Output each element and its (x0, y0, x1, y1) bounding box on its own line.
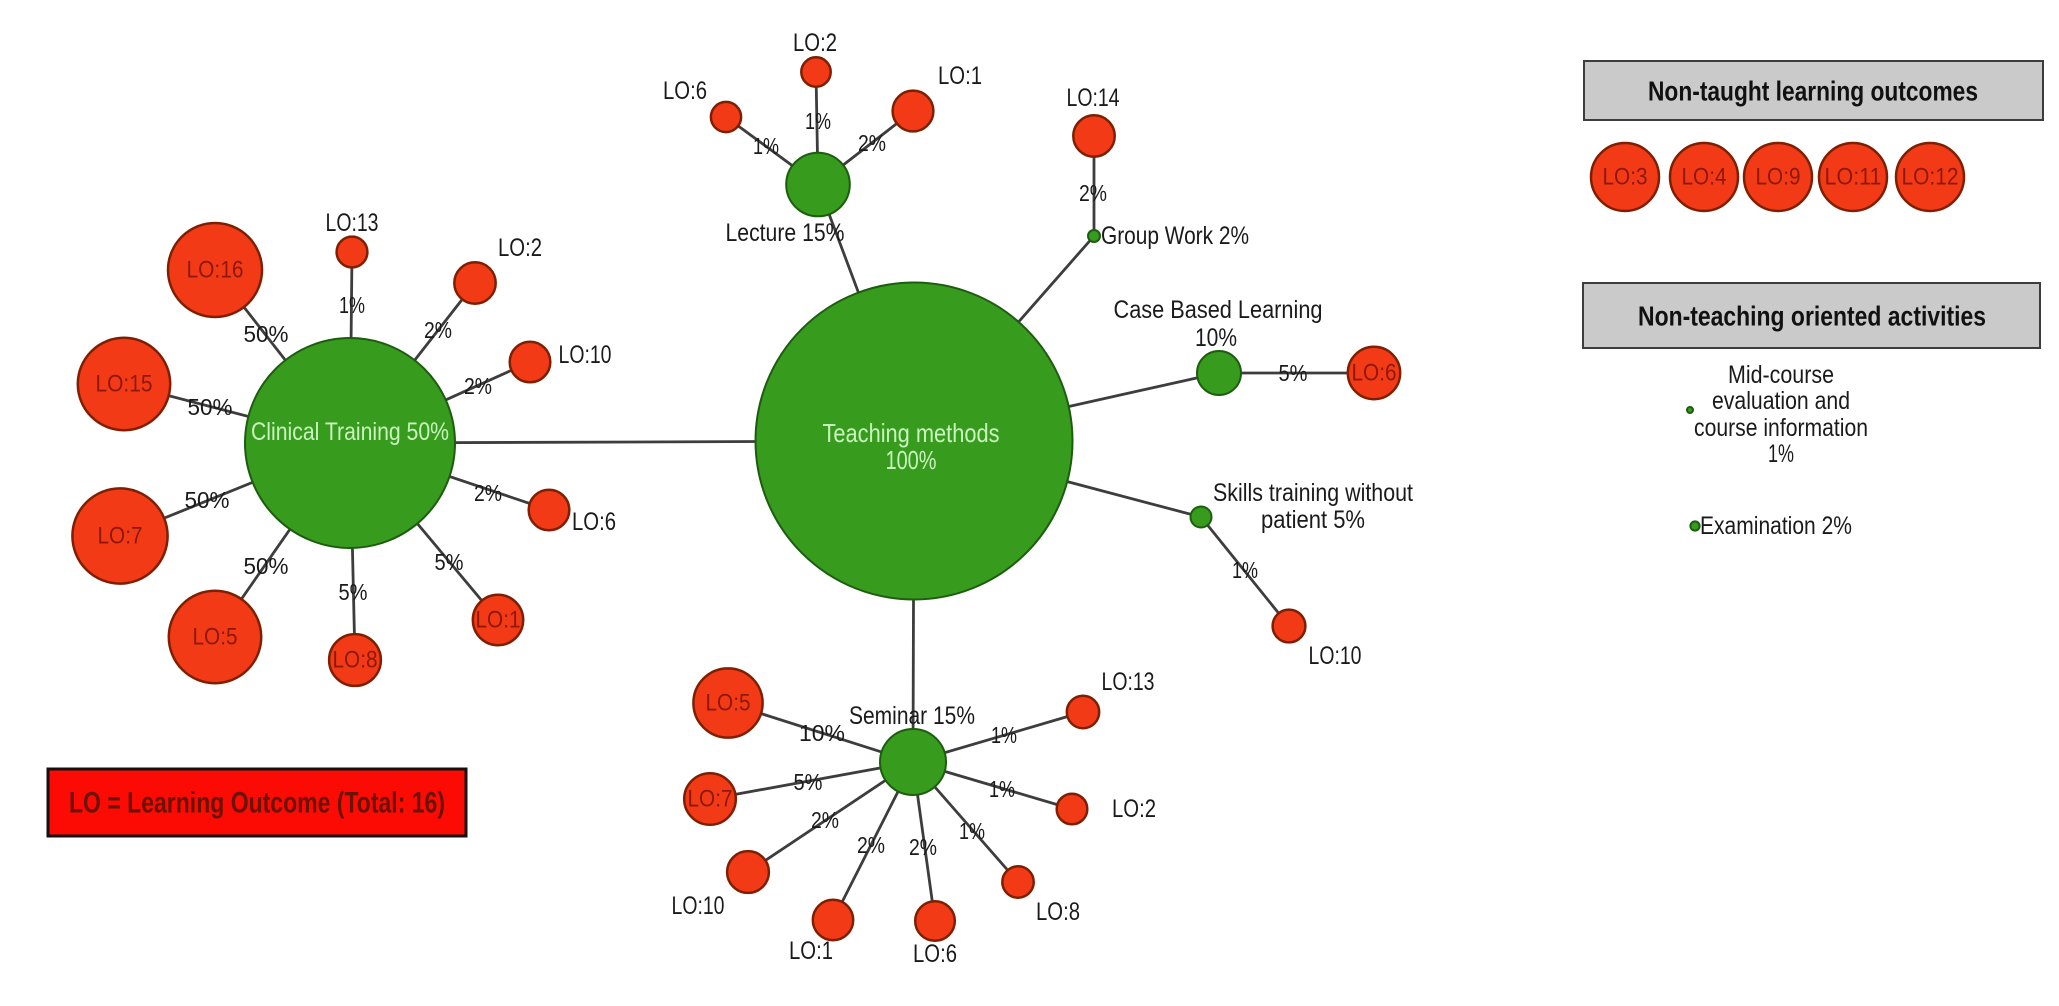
svg-text:LO:7: LO:7 (688, 786, 733, 813)
svg-text:5%: 5% (794, 769, 823, 795)
svg-text:LO:6: LO:6 (572, 508, 616, 536)
svg-text:LO:2: LO:2 (1112, 795, 1156, 823)
svg-text:LO:2: LO:2 (498, 234, 542, 262)
svg-text:LO:13: LO:13 (326, 209, 379, 237)
svg-text:LO:10: LO:10 (1309, 642, 1362, 670)
svg-text:5%: 5% (435, 549, 464, 575)
svg-text:LO:4: LO:4 (1682, 164, 1727, 191)
svg-text:100%: 100% (886, 445, 937, 475)
svg-text:LO:1: LO:1 (938, 62, 982, 90)
svg-text:2%: 2% (1079, 180, 1107, 206)
svg-text:Seminar 15%: Seminar 15% (849, 702, 975, 730)
svg-text:1%: 1% (959, 818, 985, 844)
svg-text:50%: 50% (185, 487, 230, 513)
svg-text:1%: 1% (1768, 440, 1794, 468)
svg-text:Skills training without: Skills training without (1213, 479, 1413, 507)
svg-text:10%: 10% (1195, 324, 1237, 352)
svg-text:Examination 2%: Examination 2% (1700, 512, 1852, 540)
svg-text:5%: 5% (1279, 360, 1308, 386)
svg-text:LO:1: LO:1 (789, 937, 833, 965)
svg-text:course information: course information (1694, 414, 1868, 442)
svg-text:Group Work 2%: Group Work 2% (1101, 222, 1249, 250)
svg-text:2%: 2% (811, 807, 839, 833)
svg-text:LO:14: LO:14 (1067, 84, 1120, 112)
svg-text:LO:3: LO:3 (1603, 164, 1648, 191)
svg-text:2%: 2% (858, 130, 886, 156)
svg-text:LO:6: LO:6 (1352, 360, 1397, 387)
svg-text:LO:13: LO:13 (1102, 668, 1155, 696)
svg-text:LO:9: LO:9 (1756, 164, 1801, 191)
svg-text:patient 5%: patient 5% (1261, 506, 1365, 534)
svg-text:Lecture 15%: Lecture 15% (726, 219, 845, 247)
svg-text:1%: 1% (753, 133, 779, 159)
svg-text:Non-taught learning outcomes: Non-taught learning outcomes (1648, 76, 1978, 107)
svg-text:1%: 1% (989, 776, 1015, 802)
svg-text:Non-teaching oriented activiti: Non-teaching oriented activities (1638, 301, 1986, 332)
svg-text:Teaching methods: Teaching methods (823, 418, 1000, 448)
svg-text:LO:8: LO:8 (333, 647, 378, 674)
svg-text:1%: 1% (991, 722, 1017, 748)
svg-text:2%: 2% (464, 373, 492, 399)
svg-text:LO:7: LO:7 (98, 523, 143, 550)
svg-text:5%: 5% (339, 579, 368, 605)
svg-text:LO:5: LO:5 (193, 624, 238, 651)
svg-text:LO = Learning Outcome (Total:: LO = Learning Outcome (Total: 16) (69, 787, 445, 820)
svg-text:LO:1: LO:1 (476, 607, 521, 634)
svg-text:LO:10: LO:10 (672, 892, 725, 920)
svg-text:LO:6: LO:6 (663, 77, 707, 105)
svg-text:LO:10: LO:10 (559, 341, 612, 369)
svg-text:LO:12: LO:12 (1902, 164, 1959, 191)
svg-text:10%: 10% (799, 720, 845, 746)
svg-text:evaluation and: evaluation and (1712, 387, 1850, 415)
svg-text:1%: 1% (339, 292, 365, 318)
svg-text:50%: 50% (244, 321, 289, 347)
svg-text:LO:8: LO:8 (1036, 898, 1080, 926)
svg-text:Mid-course: Mid-course (1728, 361, 1834, 389)
svg-text:Clinical Training 50%: Clinical Training 50% (251, 418, 449, 446)
svg-text:2%: 2% (857, 832, 885, 858)
svg-text:Case Based Learning: Case Based Learning (1114, 296, 1323, 324)
svg-text:50%: 50% (244, 553, 289, 579)
svg-text:50%: 50% (188, 394, 233, 420)
svg-text:LO:15: LO:15 (96, 371, 153, 398)
svg-text:2%: 2% (424, 317, 452, 343)
svg-text:2%: 2% (909, 834, 937, 860)
svg-text:2%: 2% (474, 480, 502, 506)
svg-text:1%: 1% (805, 108, 831, 134)
svg-text:LO:5: LO:5 (706, 690, 751, 717)
svg-text:LO:6: LO:6 (913, 940, 957, 968)
svg-text:LO:2: LO:2 (793, 29, 837, 57)
svg-text:1%: 1% (1232, 557, 1258, 583)
svg-text:LO:16: LO:16 (187, 257, 244, 284)
svg-text:LO:11: LO:11 (1825, 164, 1882, 191)
